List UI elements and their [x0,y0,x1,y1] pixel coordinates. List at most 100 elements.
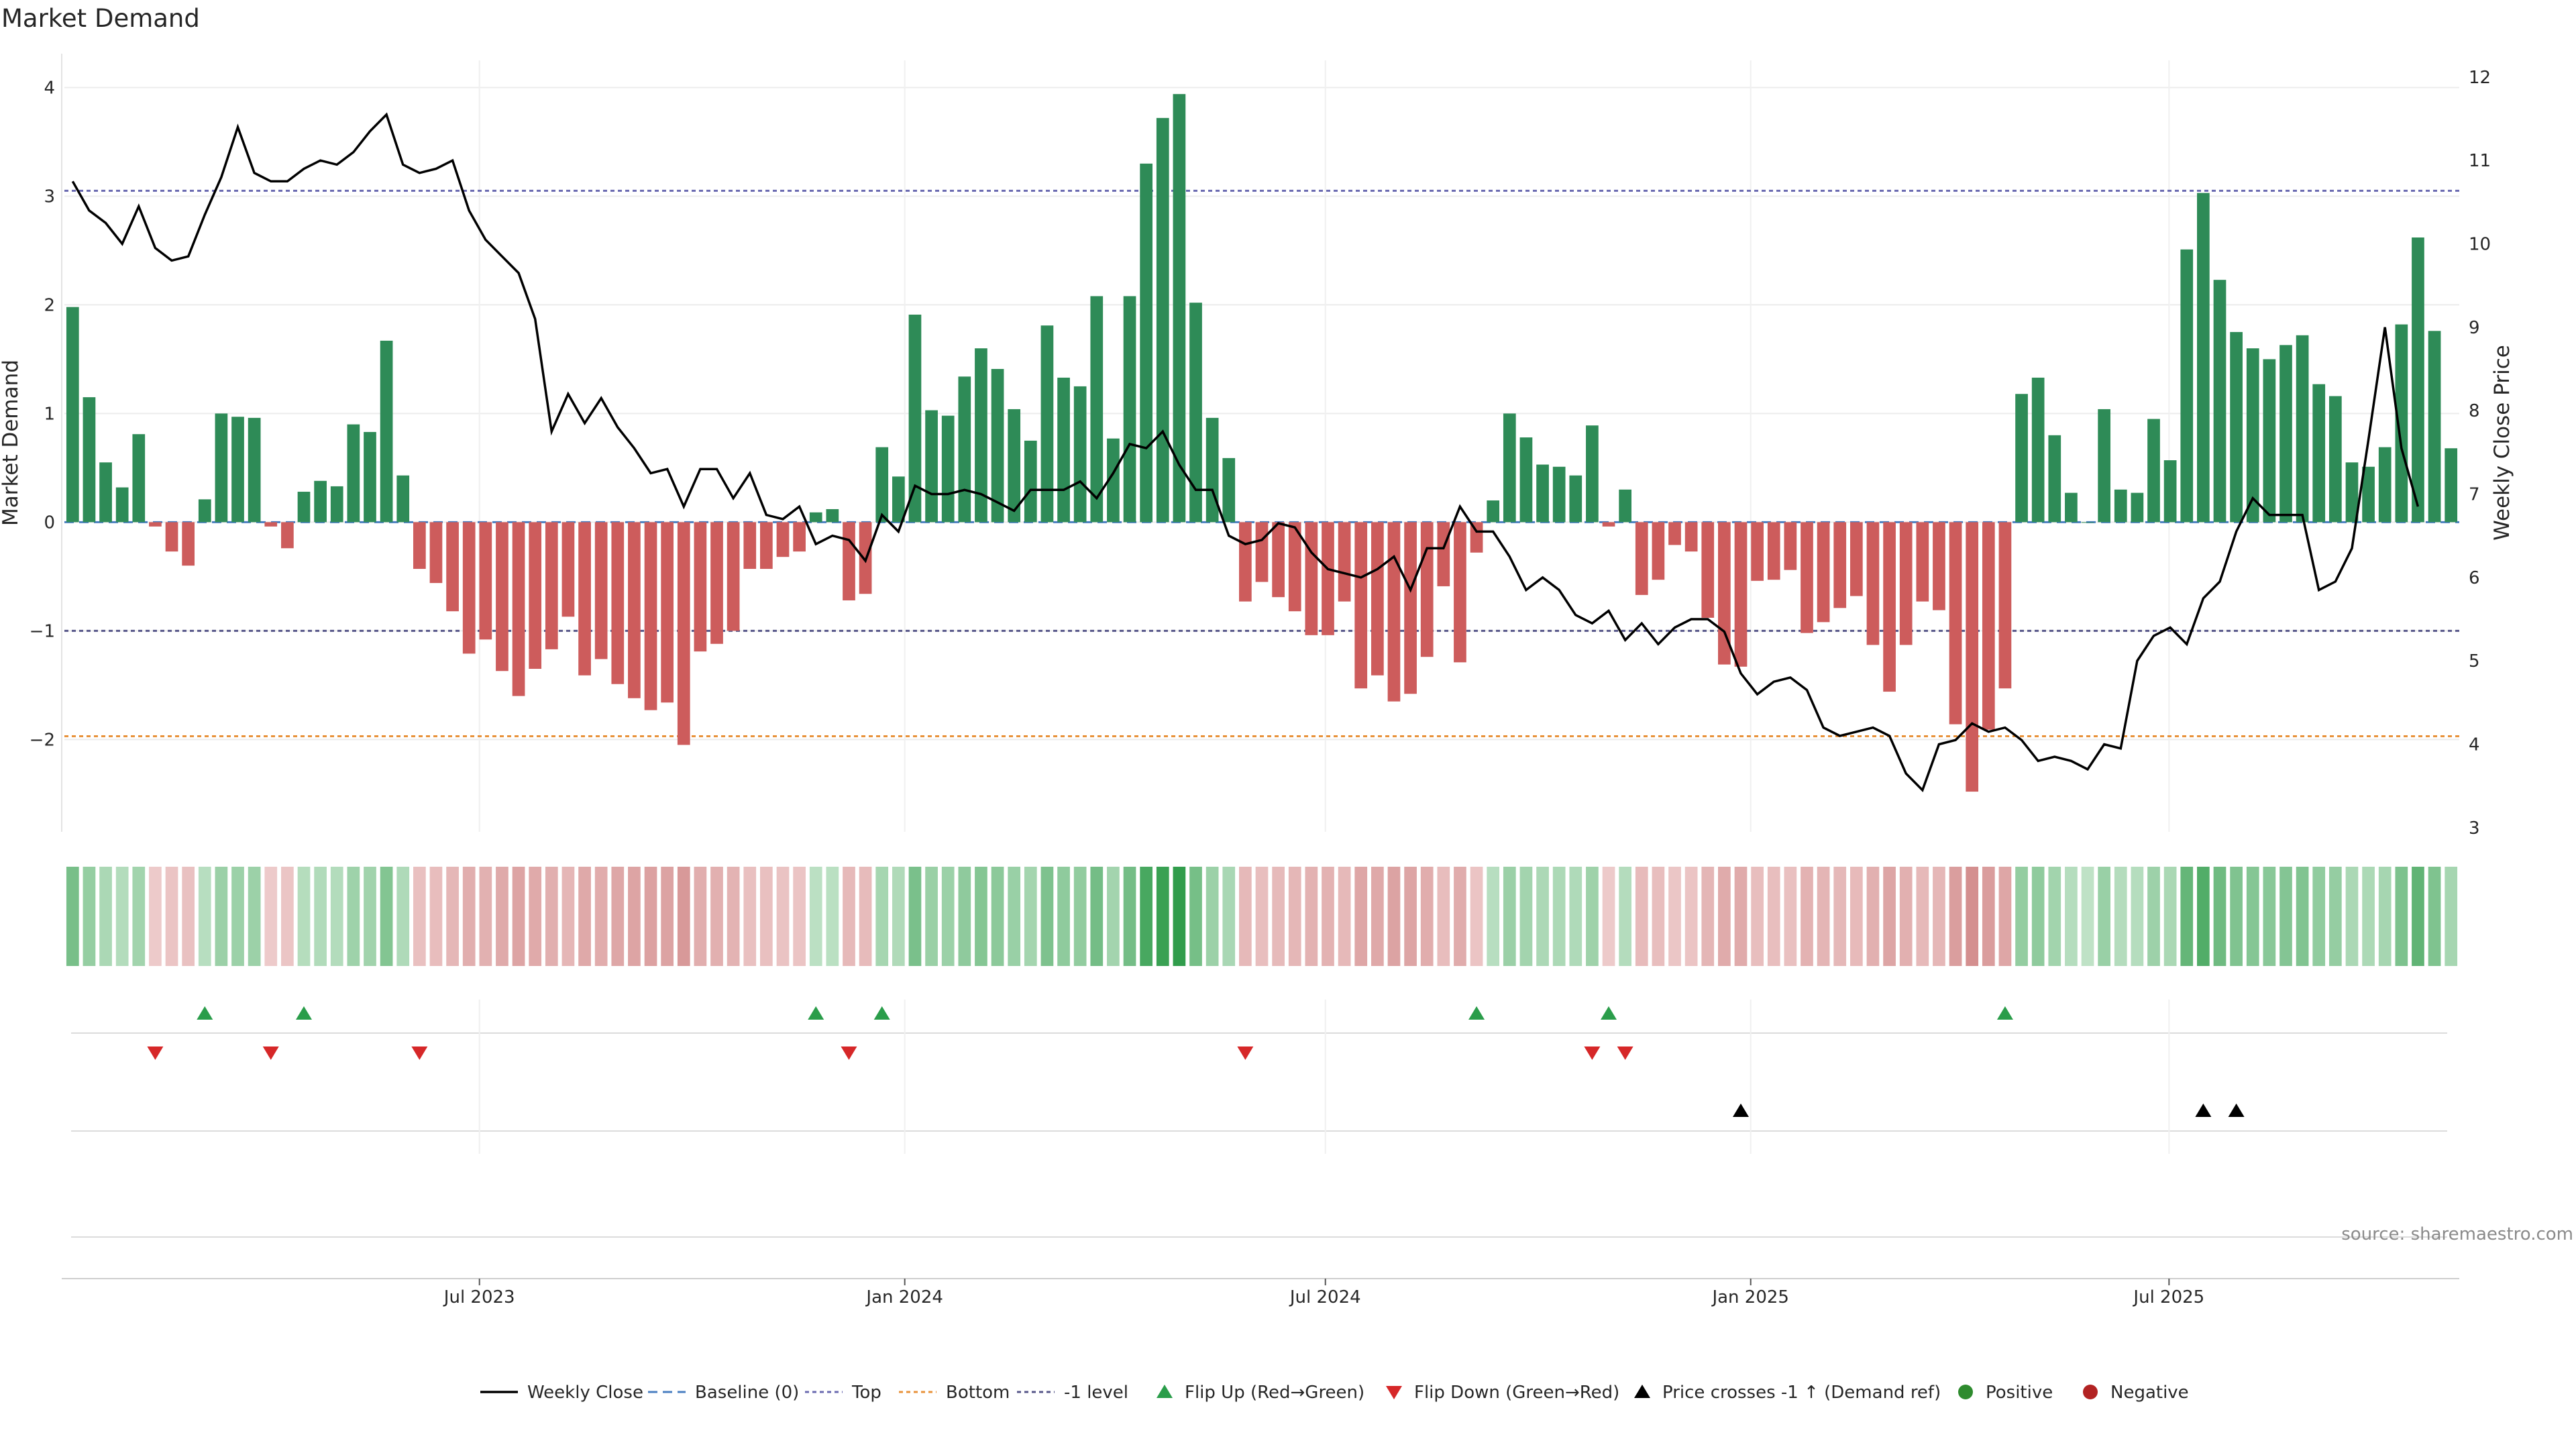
legend-triangle-up-symbol [1157,1385,1173,1398]
demand-bar [115,487,129,523]
demand-heat-strip [66,867,2458,966]
demand-bar [215,413,228,523]
demand-bar [1734,522,1748,667]
legend-label: Price crosses -1 ↑ (Demand ref) [1662,1383,1941,1403]
heat-cell [1338,867,1351,966]
legend-label: Bottom [946,1383,1010,1403]
heat-cell [1404,867,1417,966]
demand-bar [1222,458,1236,523]
demand-bar [2428,331,2441,523]
demand-bar [2065,492,2078,523]
heat-cell [2246,867,2259,966]
demand-bar [2180,249,2194,523]
demand-bar [975,348,987,523]
flip-markers-panel [71,1006,2447,1060]
heat-cell [330,867,343,966]
heat-cell [1255,867,1269,966]
heat-cell [2263,867,2276,966]
demand-bar [2163,460,2177,523]
heat-cell [1205,867,1219,966]
demand-bar [941,415,955,523]
demand-bar [2378,447,2392,523]
heat-cell [1189,867,1202,966]
demand-bar [594,522,608,659]
heat-cell [99,867,112,966]
demand-bar [231,417,244,523]
demand-bar [165,522,178,552]
demand-bar [628,522,641,698]
demand-bar [991,369,1004,523]
demand-bar [1503,413,1516,523]
demand-bar [2114,489,2127,523]
heat-cell [479,867,492,966]
legend: Weekly Close Baseline (0) Top Bottom -1 leve… [480,1383,2189,1403]
heat-cell [380,867,393,966]
heat-cell [2296,867,2309,966]
demand-bar [496,522,508,672]
demand-bar [2312,384,2326,523]
heat-cell [710,867,723,966]
heat-cell [1156,867,1169,966]
demand-bar [248,417,261,523]
heat-cell [1454,867,1466,966]
demand-bar [908,315,922,523]
heat-cell [314,867,327,966]
legend-circle-symbol [2083,1385,2098,1399]
demand-bar [1998,522,2012,689]
demand-bar [198,499,211,523]
heat-cell [2131,867,2144,966]
heat-cell [1949,867,1962,966]
demand-bar [1801,522,1813,633]
demand-bar [1239,522,1252,602]
demand-bar [479,522,492,640]
y2-tick-label: 9 [2469,318,2480,338]
demand-bar [2031,377,2045,523]
heat-cell [1767,867,1780,966]
heat-cell [1586,867,1599,966]
heat-cell [1322,867,1334,966]
heat-cell [496,867,508,966]
heat-cell [1519,867,1533,966]
demand-bar [99,462,112,523]
legend-item-weekly-close: Weekly Close [480,1383,643,1403]
heat-cell [1305,867,1318,966]
demand-bar [2362,466,2375,523]
heat-cell [1916,867,1929,966]
heat-cell [2031,867,2045,966]
demand-bar [776,522,790,557]
heat-cell [793,867,806,966]
heat-cell [677,867,690,966]
heat-cell [1933,867,1945,966]
y2-tick-label: 6 [2469,568,2480,588]
x-tick-label: Jan 2025 [1711,1287,1789,1307]
flip-up-marker [808,1006,824,1020]
heat-cell [1701,867,1715,966]
demand-bar [1916,522,1929,602]
demand-bar [364,431,376,523]
heat-cell [1652,867,1665,966]
source-label: source: sharemaestro.com [2341,1224,2573,1244]
demand-bar [1751,522,1764,581]
legend-item-top: Top [805,1383,881,1403]
heat-cell [231,867,244,966]
demand-bar [1635,522,1648,595]
heat-cell [364,867,376,966]
heat-cell [958,867,971,966]
heat-cell [2378,867,2392,966]
legend-item-positive: Positive [1958,1383,2053,1403]
heat-cell [991,867,1004,966]
y2-tick-label: 4 [2469,735,2480,755]
legend-label: Baseline (0) [695,1383,799,1403]
demand-bar [396,475,410,523]
heat-cell [2230,867,2243,966]
heat-cell [1751,867,1764,966]
demand-bar [1024,440,1037,523]
y-tick-label: 0 [44,513,55,533]
heat-cell [2445,867,2458,966]
heat-cell [561,867,575,966]
demand-bar [2081,522,2094,523]
demand-bar [1073,386,1087,523]
heat-cell [2279,867,2292,966]
heat-cell [264,867,278,966]
demand-bar [1272,522,1285,598]
